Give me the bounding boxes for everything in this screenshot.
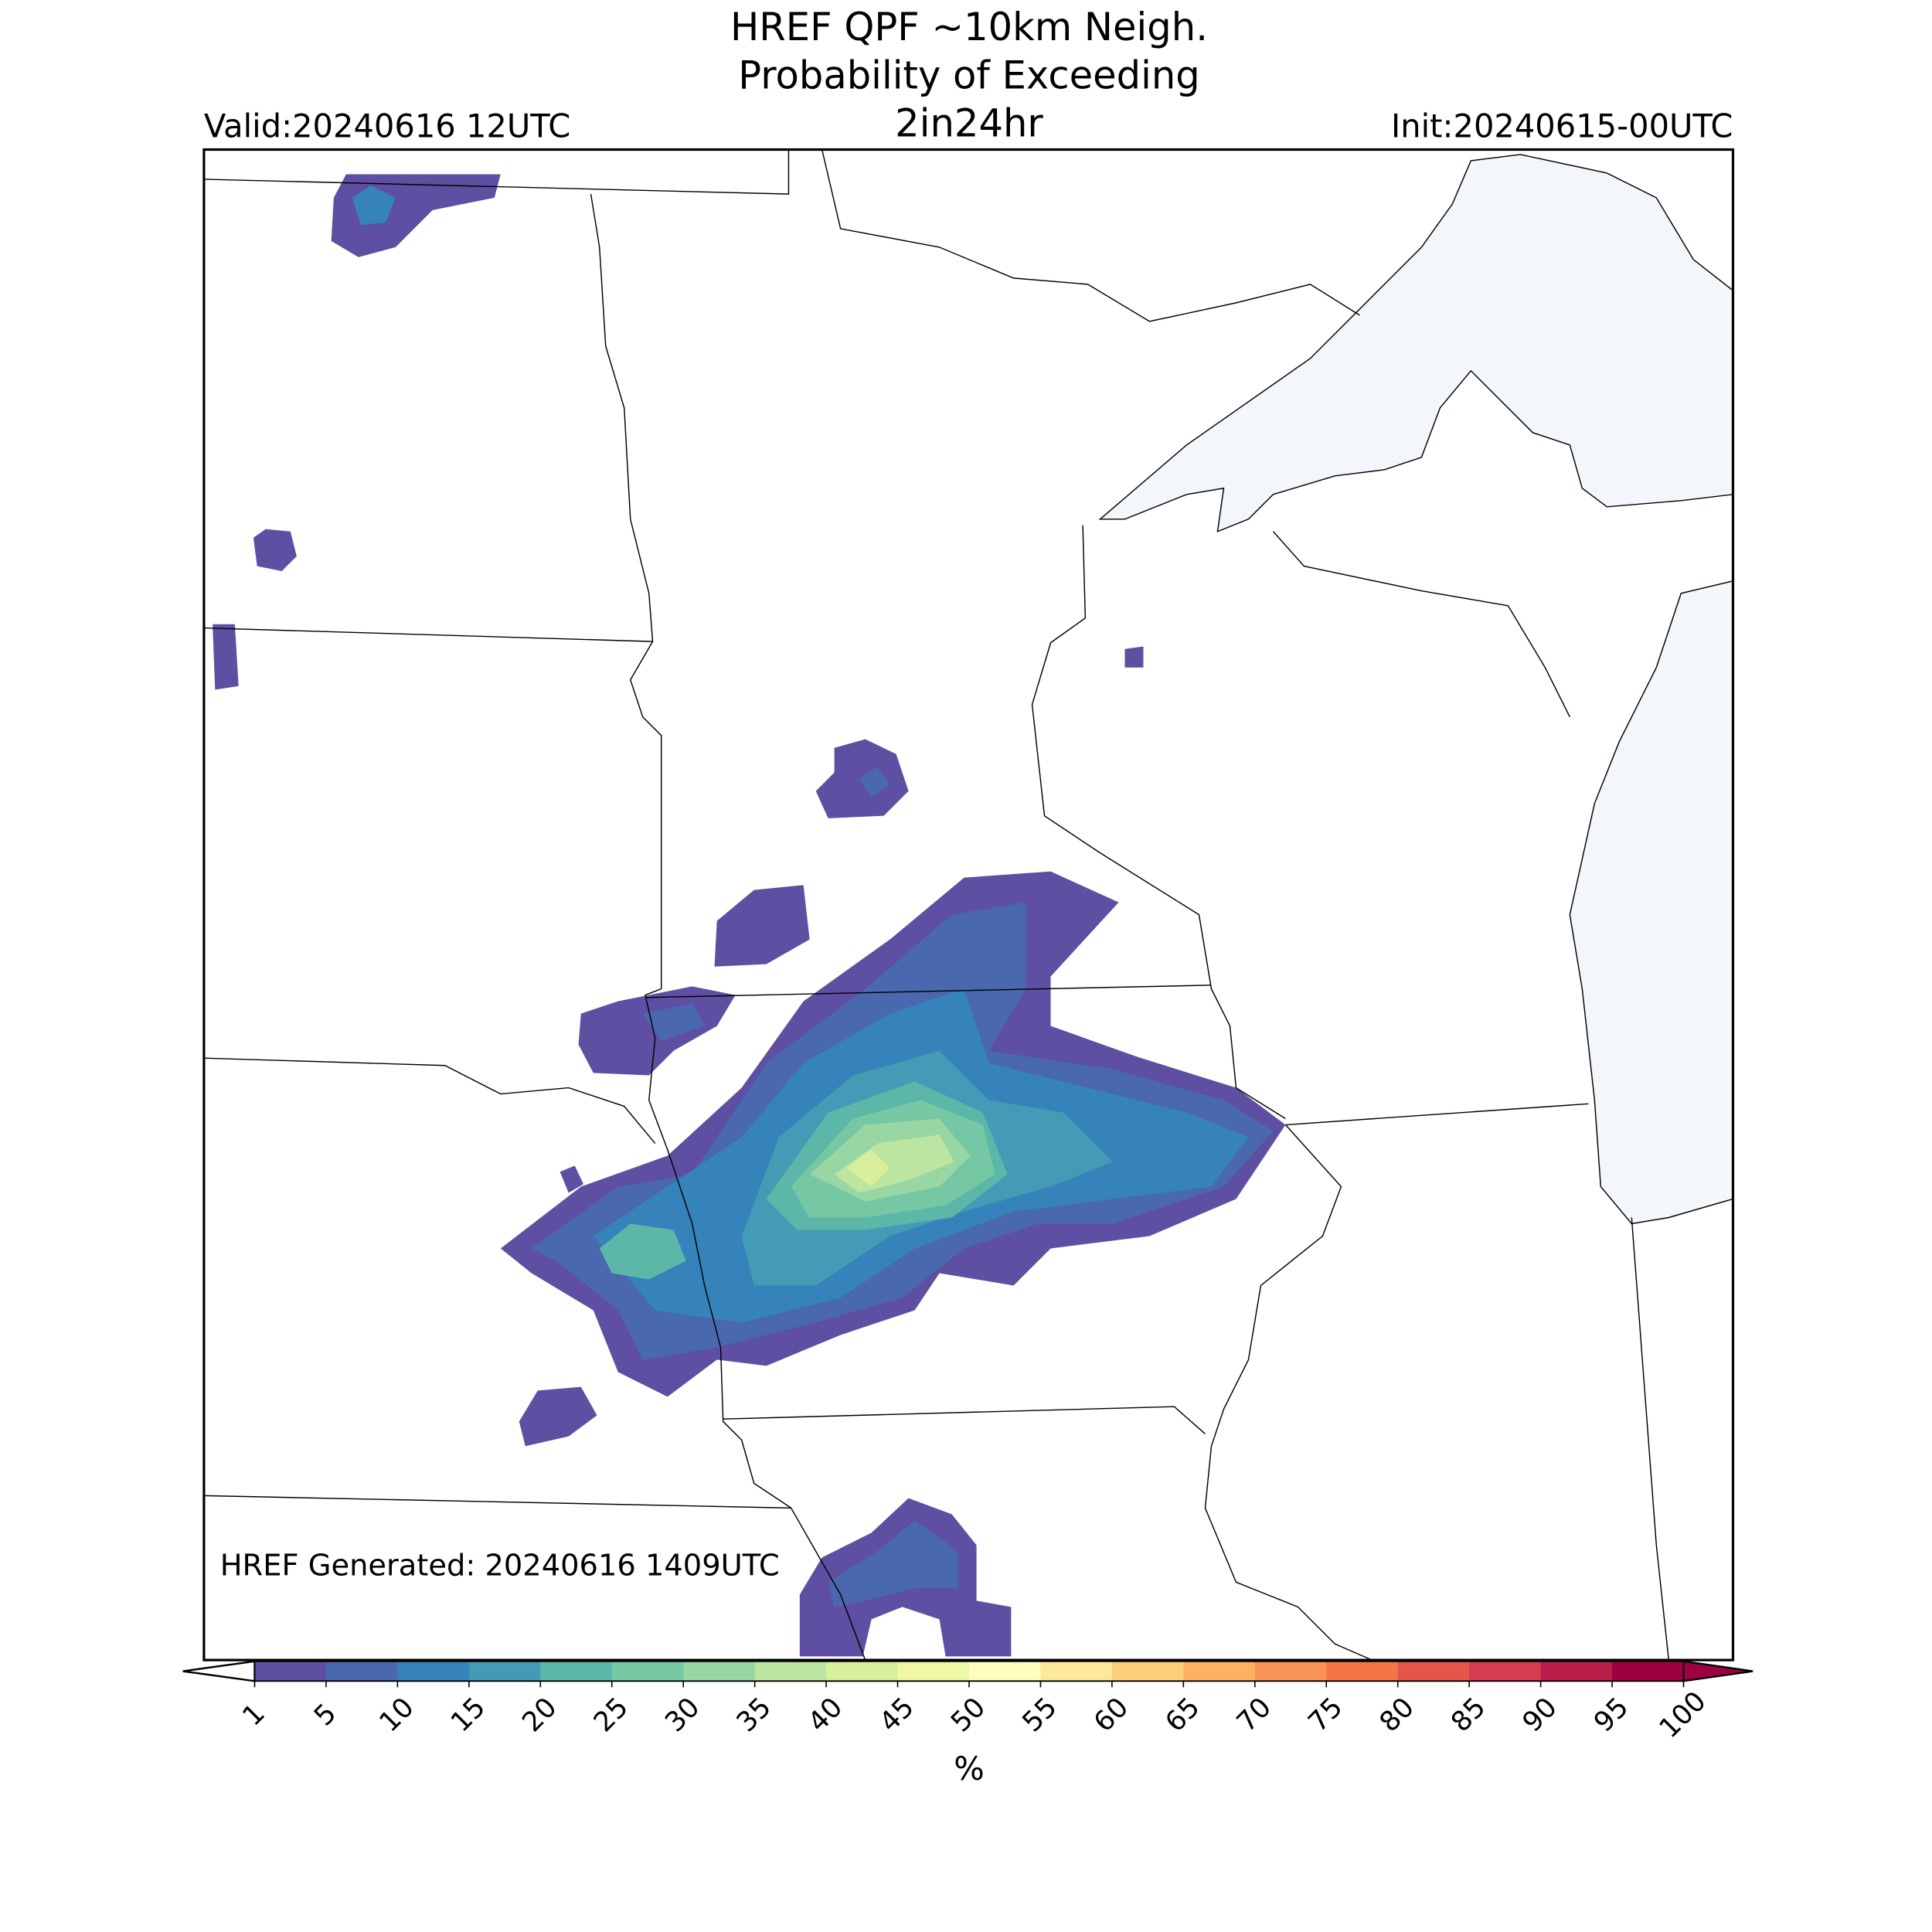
colorbar-segment: [1540, 1661, 1613, 1682]
colorbar-segment: [468, 1661, 541, 1682]
border: [645, 985, 1212, 998]
border: [590, 194, 662, 989]
colorbar-tick-label: 5: [308, 1698, 342, 1733]
border: [1631, 1217, 1670, 1661]
colorbar-segment: [683, 1661, 756, 1682]
colorbar-tick-label: 95: [1588, 1692, 1635, 1739]
border: [203, 1495, 791, 1509]
colorbar-tick-label: 30: [659, 1692, 706, 1739]
border: [1272, 531, 1570, 718]
colorbar-segment: [968, 1661, 1041, 1682]
colorbar-segment: [1040, 1661, 1113, 1682]
colorbar-tick-label: 85: [1445, 1692, 1492, 1739]
title-line: HREF QPF ~10km Neigh.: [730, 5, 1208, 49]
probability-area: [859, 766, 890, 798]
colorbar-tick-label: 15: [444, 1692, 492, 1739]
colorbar-segment: [1254, 1661, 1327, 1682]
colorbar-segment: [1397, 1661, 1470, 1682]
colorbar-segment: [325, 1661, 398, 1682]
border: [821, 149, 1360, 322]
colorbar-segment: [611, 1661, 684, 1682]
colorbar-tick-label: 55: [1016, 1692, 1063, 1739]
colorbar-tick-label: 60: [1088, 1692, 1135, 1739]
probability-area: [560, 1165, 583, 1193]
colorbar-tick-label: 75: [1302, 1692, 1349, 1739]
colorbar-extend-under: [182, 1660, 256, 1682]
colorbar-tick-label: 40: [802, 1692, 849, 1739]
probability-area: [352, 185, 396, 226]
init-time: Init:20240615-00UTC: [1391, 107, 1733, 145]
border: [1285, 1103, 1589, 1126]
generated-time: HREF Generated: 20240616 1409UTC: [220, 1549, 780, 1583]
colorbar-segment: [1326, 1661, 1399, 1682]
colorbar-tick-label: 50: [945, 1692, 992, 1739]
probability-area: [642, 1003, 705, 1041]
border: [645, 988, 866, 1661]
colorbar-segment: [826, 1661, 899, 1682]
probability-area: [828, 1520, 958, 1607]
colorbar-label: %: [954, 1750, 985, 1787]
colorbar-segment: [1111, 1661, 1184, 1682]
probability-area: [714, 885, 810, 967]
colorbar-tick-label: 1: [236, 1698, 271, 1733]
probability-area: [519, 1386, 597, 1447]
valid-time: Valid:20240616 12UTC: [204, 107, 570, 145]
colorbar-segment: [897, 1661, 970, 1682]
title-line: Probability of Exceeding: [738, 53, 1200, 97]
border: [203, 1057, 656, 1144]
colorbar-tick-label: 90: [1516, 1692, 1563, 1739]
colorbar-segment: [1183, 1661, 1256, 1682]
colorbar-tick-label: 35: [730, 1692, 777, 1739]
border: [723, 1406, 1206, 1434]
border: [1031, 525, 1286, 1120]
probability-area: [599, 1223, 686, 1280]
colorbar-tick-label: 70: [1230, 1692, 1277, 1739]
colorbar-segment: [397, 1661, 470, 1682]
colorbar-tick-label: 100: [1653, 1685, 1712, 1744]
colorbar-segment: [254, 1661, 327, 1682]
lake-superior: [1098, 154, 1734, 532]
border: [203, 627, 653, 642]
colorbar-tick-label: 20: [516, 1692, 563, 1739]
probability-area: [213, 624, 239, 690]
colorbar-segment: [1469, 1661, 1542, 1682]
colorbar-tick-label: 65: [1159, 1692, 1206, 1739]
colorbar-segment: [1612, 1661, 1684, 1682]
border: [203, 149, 790, 195]
map-area: HREF Generated: 20240616 1409UTC: [202, 148, 1735, 1662]
map-frame: [202, 148, 1735, 1662]
colorbar-segment: [540, 1661, 613, 1682]
probability-fields: [213, 174, 1286, 1657]
colorbar: 1 5 10 15 20 25 30 35 40 45 50 55 60 65 70 75 80 85 90 95 10…: [182, 1660, 1753, 1787]
probability-area: [846, 1149, 890, 1187]
colorbar-tick-label: 80: [1373, 1692, 1420, 1739]
probability-area: [1124, 646, 1144, 668]
colorbar-tick-label: 45: [873, 1692, 920, 1739]
probability-area: [253, 529, 297, 571]
colorbar-tick-label: 10: [373, 1692, 420, 1739]
border: [1204, 1124, 1372, 1661]
colorbar-segment: [754, 1661, 827, 1682]
title-line: 2in24hr: [895, 101, 1043, 146]
colorbar-tick-label: 25: [587, 1692, 634, 1739]
colorbar-extend-over: [1682, 1660, 1753, 1682]
